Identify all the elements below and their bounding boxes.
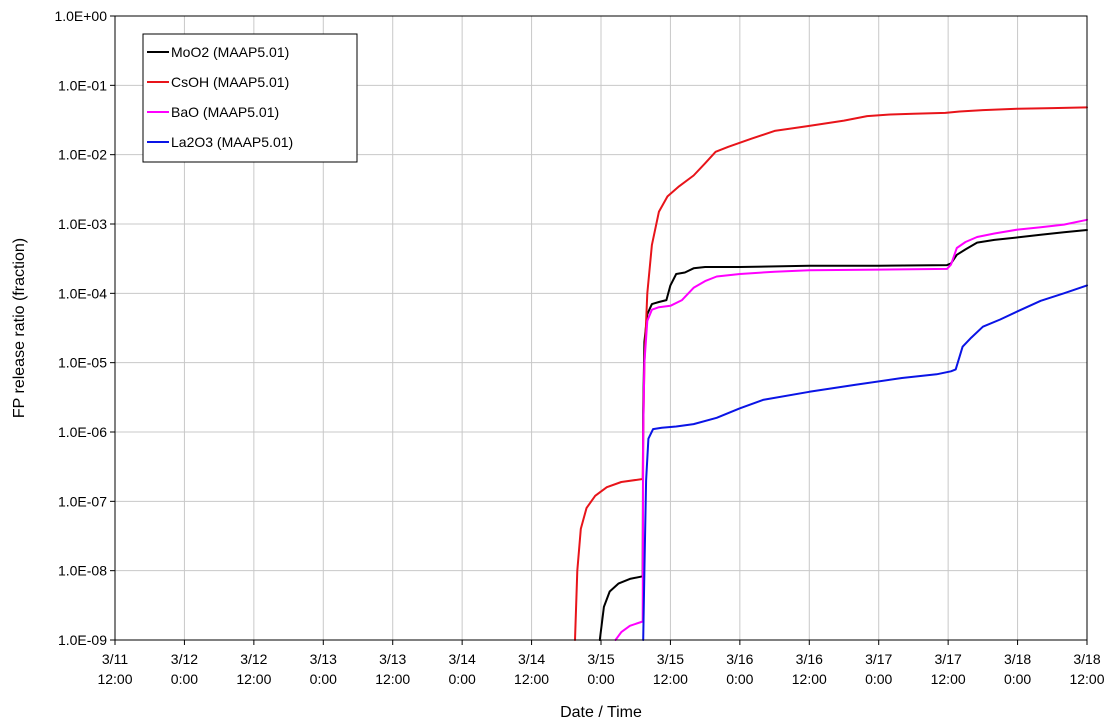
x-tick-date-label: 3/18 xyxy=(1004,651,1031,667)
y-tick-label: 1.0E-03 xyxy=(58,216,107,232)
y-tick-label: 1.0E-08 xyxy=(58,563,107,579)
y-axis-ticks: 1.0E+00 1.0E-01 1.0E-02 1.0E-03 1.0E-04 1.0E-… xyxy=(54,8,115,648)
x-tick-time-label: 0:00 xyxy=(449,671,476,687)
legend-box xyxy=(142,33,358,163)
x-tick-time-label: 12:00 xyxy=(792,671,827,687)
x-tick-date-label: 3/18 xyxy=(1073,651,1100,667)
y-tick-label: 1.0E-09 xyxy=(58,632,107,648)
x-tick-time-label: 12:00 xyxy=(375,671,410,687)
x-tick-time-label: 0:00 xyxy=(726,671,753,687)
series-layer xyxy=(574,106,1088,641)
x-axis-ticks: 3/11 12:00 3/12 0:00 3/12 12:00 3/13 0:00 3/13 12… xyxy=(97,640,1105,687)
series-line-1 xyxy=(574,106,1088,641)
x-tick-time-label: 12:00 xyxy=(514,671,549,687)
x-tick-date-label: 3/15 xyxy=(587,651,614,667)
x-tick-date-label: 3/12 xyxy=(171,651,198,667)
x-tick-time-label: 0:00 xyxy=(587,671,614,687)
y-tick-label: 1.0E-05 xyxy=(58,355,107,371)
legend: MoO2 (MAAP5.01) CsOH (MAAP5.01) BaO (MAAP5… xyxy=(142,33,358,163)
x-tick-time-label: 0:00 xyxy=(171,671,198,687)
series-line-3 xyxy=(642,284,1088,641)
x-tick-date-label: 3/17 xyxy=(935,651,962,667)
legend-label: La2O3 (MAAP5.01) xyxy=(171,134,293,150)
y-axis-title: FP release ratio (fraction) xyxy=(11,238,28,418)
y-tick-label: 1.0E-06 xyxy=(58,424,107,440)
y-tick-label: 1.0E-02 xyxy=(58,147,107,163)
x-tick-date-label: 3/15 xyxy=(657,651,684,667)
x-tick-date-label: 3/12 xyxy=(240,651,267,667)
x-tick-date-label: 3/14 xyxy=(518,651,545,667)
y-tick-label: 1.0E+00 xyxy=(54,8,107,24)
x-tick-time-label: 12:00 xyxy=(931,671,966,687)
x-tick-time-label: 12:00 xyxy=(97,671,132,687)
x-tick-date-label: 3/14 xyxy=(449,651,476,667)
x-tick-time-label: 12:00 xyxy=(653,671,688,687)
series-line-2 xyxy=(614,218,1088,641)
x-tick-time-label: 0:00 xyxy=(310,671,337,687)
x-tick-time-label: 12:00 xyxy=(1069,671,1104,687)
x-tick-date-label: 3/17 xyxy=(865,651,892,667)
x-tick-date-label: 3/13 xyxy=(379,651,406,667)
x-tick-date-label: 3/13 xyxy=(310,651,337,667)
x-tick-date-label: 3/16 xyxy=(796,651,823,667)
x-tick-date-label: 3/11 xyxy=(102,651,128,667)
x-tick-date-label: 3/16 xyxy=(726,651,753,667)
legend-label: MoO2 (MAAP5.01) xyxy=(171,44,289,60)
x-axis-title: Date / Time xyxy=(560,704,642,721)
y-tick-label: 1.0E-01 xyxy=(58,77,107,93)
y-tick-label: 1.0E-07 xyxy=(58,493,107,509)
x-tick-time-label: 12:00 xyxy=(236,671,271,687)
legend-label: BaO (MAAP5.01) xyxy=(171,104,279,120)
legend-label: CsOH (MAAP5.01) xyxy=(171,74,289,90)
y-tick-label: 1.0E-04 xyxy=(58,285,107,301)
x-tick-time-label: 0:00 xyxy=(1004,671,1031,687)
x-tick-time-label: 0:00 xyxy=(865,671,892,687)
series-line-0 xyxy=(598,229,1088,641)
